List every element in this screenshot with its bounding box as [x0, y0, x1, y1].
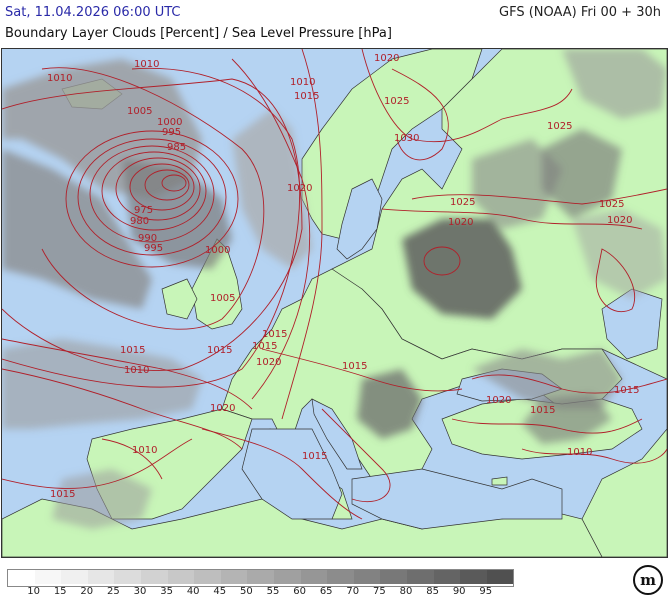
- legend-swatch: [87, 570, 115, 584]
- isobar-label: 1010: [567, 447, 592, 458]
- legend-tick-label: 25: [107, 586, 120, 597]
- legend-tick-label: 55: [266, 586, 280, 597]
- cloud-cover: [2, 49, 667, 529]
- isobar-label: 1025: [547, 121, 572, 132]
- isobar-label: 1030: [394, 133, 419, 144]
- isobar-label: 1020: [374, 53, 399, 64]
- weather-map[interactable]: 1010 1010 1005 1000 995 985 975 980 990 …: [1, 48, 668, 558]
- legend-swatch: [247, 570, 274, 584]
- legend-swatch: [460, 570, 487, 584]
- legend-tick-label: 80: [399, 586, 413, 597]
- isobar-label: 1005: [127, 106, 152, 117]
- legend-tick-label: 50: [240, 586, 253, 597]
- cloud-legend-scale: [7, 569, 515, 587]
- isobar-label: 1025: [450, 197, 475, 208]
- legend-swatch: [114, 570, 141, 584]
- isobars: [2, 49, 667, 520]
- legend-tick-label: 10: [27, 586, 40, 597]
- isobar-label: 1015: [342, 361, 367, 372]
- isobar-label: 1020: [448, 217, 473, 228]
- isobar-label: 1005: [210, 293, 235, 304]
- isobar-label: 1020: [210, 403, 235, 414]
- model-run-label: GFS (NOAA) Fri 00 + 30h: [499, 5, 661, 20]
- legend-tick-label: 40: [186, 586, 200, 597]
- legend-swatch: [406, 570, 434, 584]
- isobar-label: 1025: [384, 96, 409, 107]
- isobar-label: 1015: [252, 341, 277, 352]
- isobar-label: 1015: [262, 329, 287, 340]
- isobar-label: 1015: [50, 489, 75, 500]
- isobar-label: 1010: [290, 77, 315, 88]
- isobar-label: 1020: [287, 183, 312, 194]
- isobar-label: 975: [134, 205, 153, 216]
- isobar-label: 1015: [294, 91, 319, 102]
- isobar-label: 1020: [607, 215, 632, 226]
- legend-tick-label: 85: [426, 586, 439, 597]
- isobar-label: 1015: [530, 405, 555, 416]
- legend-swatch: [433, 570, 461, 584]
- isobar-labels: 1010 1010 1005 1000 995 985 975 980 990 …: [47, 53, 639, 500]
- legend-tick-label: 35: [160, 586, 173, 597]
- isobar-label: 1020: [256, 357, 281, 368]
- isobar-label: 1010: [134, 59, 159, 70]
- isobar-label: 1020: [486, 395, 511, 406]
- legend-tick-label: 90: [452, 586, 466, 597]
- isobar-label: 1025: [599, 199, 624, 210]
- isobar-label: 980: [130, 216, 149, 227]
- legend-tick-label: 20: [80, 586, 94, 597]
- legend-swatch: [61, 570, 88, 584]
- legend-tick-label: 30: [133, 586, 147, 597]
- legend-tick-label: 95: [479, 586, 493, 597]
- legend-swatch: [140, 570, 168, 584]
- isobar-label: 1000: [157, 117, 182, 128]
- isobar-label: 1010: [124, 365, 149, 376]
- legend-tick-label: 65: [319, 586, 333, 597]
- product-title: Boundary Layer Clouds [Percent] / Sea Le…: [5, 26, 392, 41]
- run-datetime: Sat, 11.04.2026 06:00 UTC: [5, 5, 181, 20]
- isobar-label: 985: [167, 142, 186, 153]
- legend-tick-label: 75: [373, 586, 386, 597]
- isobar-label: 1010: [132, 445, 157, 456]
- legend-swatch: [327, 570, 354, 584]
- legend-swatch: [300, 570, 328, 584]
- isobar-label: 995: [162, 127, 181, 138]
- legend-swatch: [167, 570, 195, 584]
- isobar-label: 1015: [120, 345, 145, 356]
- legend-swatch: [353, 570, 381, 584]
- legend-swatch: [34, 570, 62, 584]
- legend-tick-label: 70: [346, 586, 360, 597]
- meteoblue-logo: m: [633, 565, 663, 595]
- isobar-label: 1015: [614, 385, 639, 396]
- legend-swatch: [8, 570, 35, 584]
- legend-swatch: [380, 570, 407, 584]
- isobar-label: 1010: [47, 73, 72, 84]
- legend-swatch: [486, 570, 514, 584]
- legend-tick-label: 45: [213, 586, 227, 597]
- legend-swatch: [273, 570, 301, 584]
- cloud-legend-ticks: 10 15 20 25 30 35 40 45 50 55 60 65 70 75 80 85 90 95: [7, 586, 522, 598]
- header: Sat, 11.04.2026 06:00 UTC GFS (NOAA) Fri…: [0, 0, 669, 48]
- legend-swatch: [194, 570, 221, 584]
- isobar-label: 990: [138, 233, 157, 244]
- legend-tick-label: 60: [293, 586, 306, 597]
- inland-seas: [241, 178, 663, 530]
- isobar-label: 995: [144, 243, 163, 254]
- legend-tick-label: 15: [53, 586, 67, 597]
- isobar-label: 1000: [205, 245, 230, 256]
- isobar-label: 1015: [302, 451, 327, 462]
- legend-swatch: [220, 570, 248, 584]
- isobar-label: 1015: [207, 345, 232, 356]
